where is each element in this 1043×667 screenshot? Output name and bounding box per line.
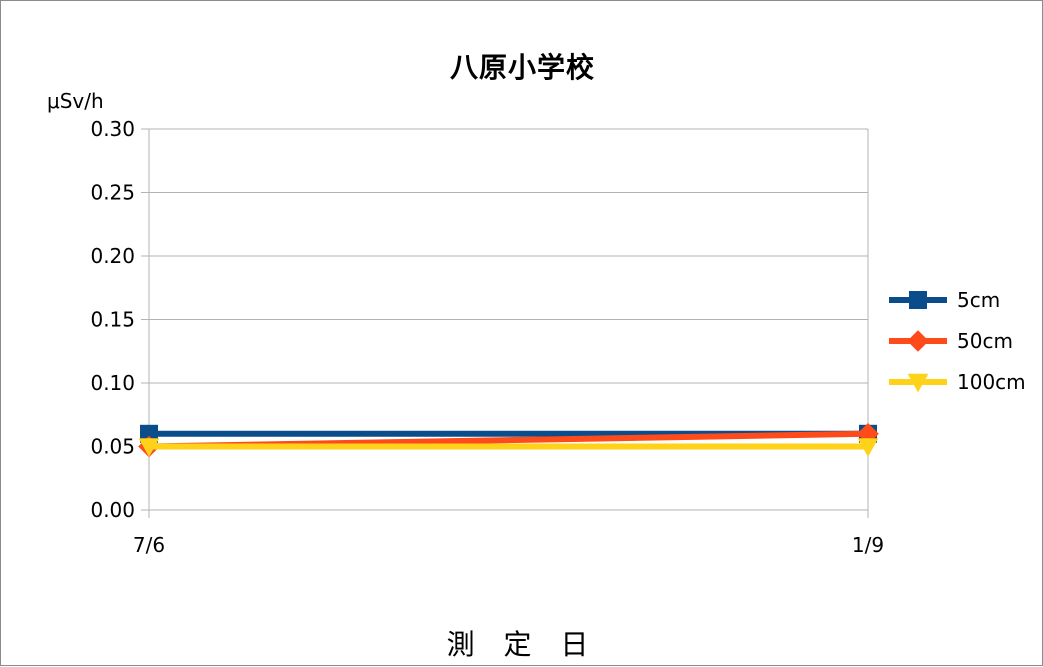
legend-item-100cm: 100cm <box>889 370 1026 394</box>
y-tick-label: 0.25 <box>90 181 135 205</box>
data-point-100cm-7/6 <box>138 438 160 457</box>
y-tick-label: 0.15 <box>90 308 135 332</box>
y-tick-label: 0.10 <box>90 371 135 395</box>
x-tick-labels: 7/6 1/9 <box>133 533 884 557</box>
y-tick-label: 0.30 <box>90 117 135 141</box>
data-point-100cm-1/9 <box>857 438 879 457</box>
legend-label: 50cm <box>957 329 1013 353</box>
legend-swatch-marker <box>907 373 929 393</box>
y-tick-label: 0.00 <box>90 498 135 522</box>
y-axis-unit: μSv/h <box>47 89 104 113</box>
chart-title: 八原小学校 <box>449 51 595 84</box>
legend-label: 5cm <box>957 288 1000 312</box>
legend-swatch-marker <box>907 330 929 352</box>
x-axis-title: 測 定 日 <box>446 628 599 661</box>
y-tick-label: 0.20 <box>90 244 135 268</box>
legend-item-5cm: 5cm <box>889 288 1000 312</box>
legend-item-50cm: 50cm <box>889 329 1013 353</box>
x-tick-label: 7/6 <box>133 533 165 557</box>
y-tick-label: 0.05 <box>90 435 135 459</box>
legend-swatch-marker <box>909 291 927 309</box>
legend: 5cm 50cm 100cm <box>889 288 1026 394</box>
gridlines <box>148 128 869 518</box>
y-tick-labels: 0.00 0.05 0.10 0.15 0.20 0.25 0.30 <box>90 117 135 522</box>
series-lines <box>138 423 879 458</box>
legend-label: 100cm <box>957 370 1026 394</box>
data-point-50cm-1/9 <box>857 423 879 445</box>
x-tick-label: 1/9 <box>852 533 884 557</box>
